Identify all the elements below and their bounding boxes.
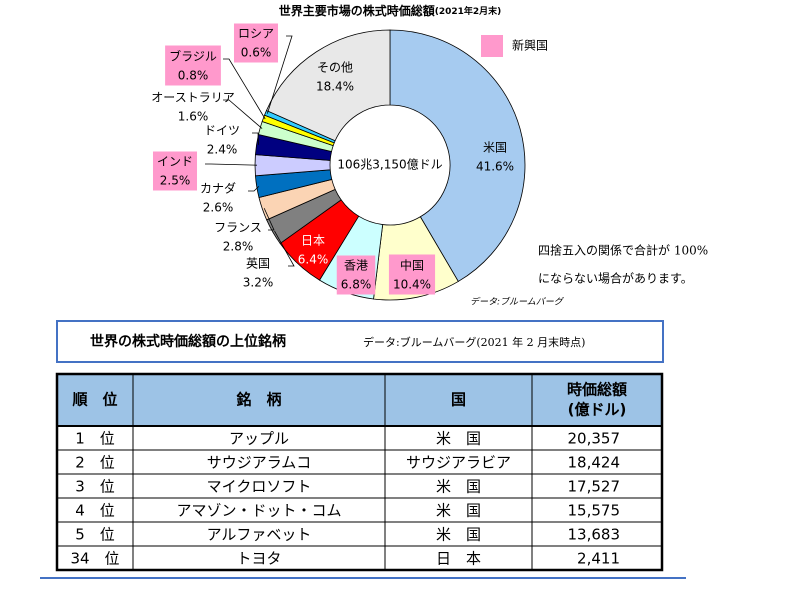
value-label: 2.6% <box>203 201 234 215</box>
table-cell: 2,411 <box>577 550 620 568</box>
highlight-box <box>388 254 436 295</box>
table-cell: アップル <box>229 430 289 448</box>
category-label: ロシア <box>238 27 274 41</box>
slice-label: フランス 2.8% <box>214 221 262 254</box>
table-border <box>55 372 664 572</box>
value-label: 3.2% <box>243 276 274 290</box>
table-header-bg <box>57 374 662 426</box>
category-label: 英国 <box>246 257 270 271</box>
category-label: インド <box>157 155 193 169</box>
slice-label: ブラジル 0.8% <box>165 45 221 86</box>
chart-title: 世界主要市場の株式時価総額(2021年2月末) <box>279 3 502 18</box>
title-main: 世界主要市場の株式時価総額 <box>279 3 435 18</box>
slice-label: カナダ 2.6% <box>200 181 236 215</box>
donut-slice <box>265 29 391 142</box>
category-label: 日本 <box>301 234 325 248</box>
highlight-box <box>165 45 221 86</box>
note-line: にならない場合があります。 <box>538 271 693 286</box>
table-cell: 2 位 <box>75 454 115 472</box>
table-cell: 5 位 <box>75 526 115 544</box>
slice-label: 香港 6.8% <box>336 255 376 295</box>
category-label: オーストラリア <box>151 91 234 105</box>
value-label: 2.5% <box>160 174 191 188</box>
leader-line <box>223 58 266 120</box>
category-label: ブラジル <box>169 49 217 64</box>
table-cell: サウジアラムコ <box>207 454 312 472</box>
table-cell: 1 位 <box>75 430 115 448</box>
title-date: (2021年2月末) <box>435 5 502 17</box>
table-cell: 20,357 <box>568 430 621 448</box>
table-cell: 34 位 <box>70 550 119 568</box>
chart-source: データ:ブルームバーグ <box>470 297 565 308</box>
value-label: 6.8% <box>341 278 372 292</box>
value-label: 6.4% <box>298 253 329 267</box>
table-cell: 3 位 <box>75 478 115 496</box>
value-label: 10.4% <box>393 278 431 292</box>
category-label: 香港 <box>344 259 368 273</box>
header-cell: 時価総額 <box>567 381 627 399</box>
highlight-box <box>336 255 376 295</box>
category-label: その他 <box>317 61 353 75</box>
value-label: 41.6% <box>476 160 514 174</box>
category-label: 中国 <box>400 258 424 273</box>
table-cell: アルファベット <box>207 526 312 544</box>
slice-label: インド 2.5% <box>152 151 198 191</box>
table-cell: 米 国 <box>436 502 481 520</box>
table-cell: 15,575 <box>568 502 621 520</box>
leader-line <box>223 99 263 129</box>
leader-line <box>252 132 259 145</box>
slice-label: 英国 3.2% <box>243 257 274 290</box>
note-line: 四捨五入の関係で合計が 100% <box>538 243 708 258</box>
value-label: 1.6% <box>178 110 209 124</box>
header-cell: 順 位 <box>71 391 117 409</box>
category-label: カナダ <box>200 181 236 196</box>
table-cell: 米 国 <box>436 526 481 544</box>
slice-label: その他 18.4% <box>316 61 354 94</box>
leader-line <box>263 208 275 231</box>
category-label: フランス <box>214 221 262 235</box>
slice-label: ドイツ 2.4% <box>204 124 240 157</box>
table-cell: 18,424 <box>568 454 621 472</box>
value-label: 2.8% <box>223 240 254 254</box>
leader-line <box>266 35 293 114</box>
table-cell: マイクロソフト <box>207 478 312 496</box>
table-title-box <box>56 320 664 363</box>
legend-label: 新興国 <box>512 38 548 53</box>
category-label: 米国 <box>483 141 507 155</box>
value-label: 18.4% <box>316 80 354 94</box>
slice-label: ロシア 0.6% <box>233 23 279 63</box>
table-cell: 日 本 <box>436 550 481 568</box>
table-cell: サウジアラビア <box>406 454 511 472</box>
table-title: 世界の株式時価総額の上位銘柄 <box>90 333 286 350</box>
donut-slice <box>389 29 526 282</box>
header-cell: (億ドル) <box>568 401 627 419</box>
slice-label: 日本 6.4% <box>298 234 329 267</box>
slice-label: オーストラリア 1.6% <box>151 91 234 124</box>
category-label: ドイツ <box>204 124 240 138</box>
highlight-box <box>152 151 198 191</box>
table-cell: 米 国 <box>436 478 481 496</box>
slice-label: 中国 10.4% <box>388 254 436 295</box>
leader-line <box>248 186 260 192</box>
header-cell: 国 <box>451 391 466 409</box>
table-cell: 13,683 <box>568 526 621 544</box>
leader-line <box>274 230 295 267</box>
table-cell: トヨタ <box>236 550 281 568</box>
center-label: 106兆3,150億ドル <box>337 158 442 172</box>
table-cell: 17,527 <box>568 478 621 496</box>
value-label: 2.4% <box>207 143 238 157</box>
legend-swatch <box>481 35 503 57</box>
slice-label: 米国 41.6% <box>476 141 514 174</box>
leader-line <box>205 163 258 166</box>
table-cell: 米 国 <box>436 430 481 448</box>
highlight-box <box>233 23 279 63</box>
header-cell: 銘 柄 <box>236 391 281 409</box>
value-label: 0.6% <box>241 46 272 60</box>
table-cell: 4 位 <box>75 502 115 520</box>
table-cell: アマゾン・ドット・コム <box>176 502 341 520</box>
table-source: データ:ブルームバーグ(2021 年 2 月末時点) <box>363 335 585 349</box>
value-label: 0.8% <box>178 69 209 83</box>
